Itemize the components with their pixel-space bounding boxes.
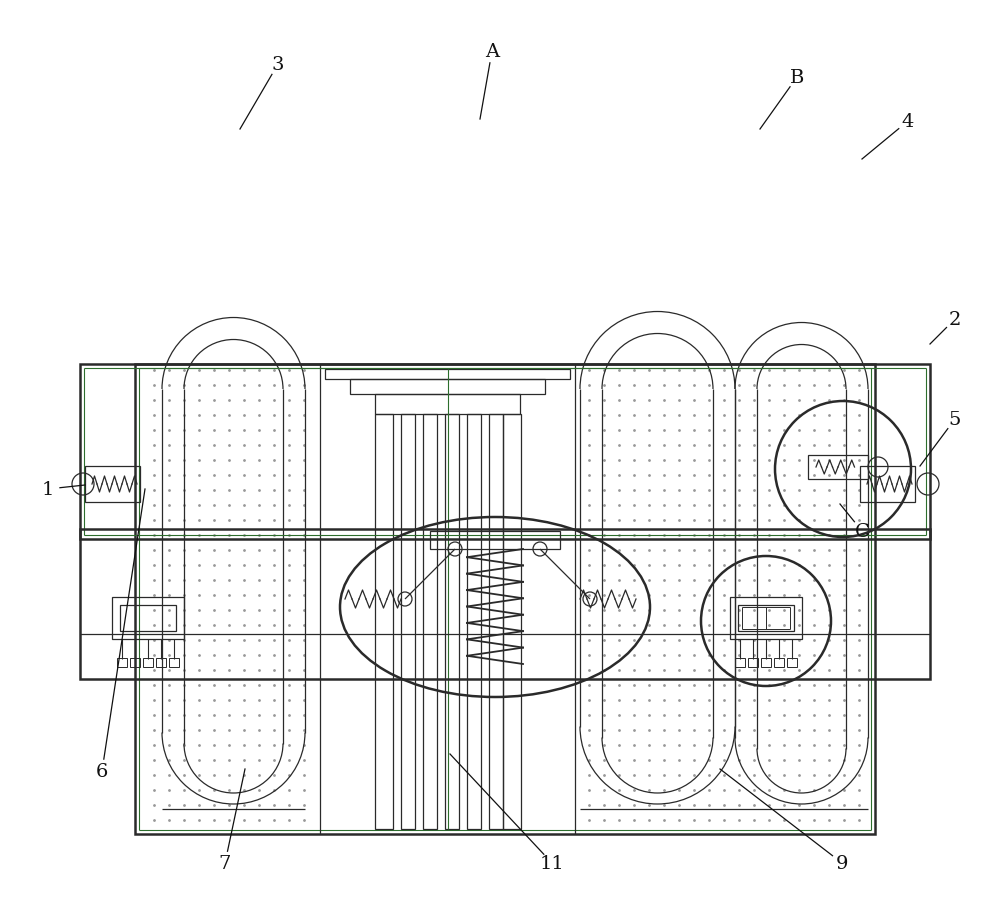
Bar [120, 606, 176, 631]
Bar [738, 606, 794, 631]
Bar [85, 467, 140, 503]
Bar [787, 658, 797, 667]
Bar [489, 414, 503, 829]
Bar [503, 414, 520, 829]
Bar [117, 658, 127, 667]
Bar [375, 394, 520, 414]
Bar [80, 365, 930, 539]
Bar [423, 414, 437, 829]
Bar [169, 658, 179, 667]
Bar [401, 414, 415, 829]
Bar [860, 467, 915, 503]
Text: 2: 2 [949, 311, 961, 329]
Text: 3: 3 [272, 56, 284, 74]
Bar [350, 380, 545, 394]
Text: 1: 1 [42, 481, 54, 498]
Text: 5: 5 [949, 411, 961, 428]
Bar [748, 658, 758, 667]
Bar [735, 658, 745, 667]
Bar [467, 414, 481, 829]
Bar [80, 529, 930, 679]
Bar [143, 658, 153, 667]
Bar [808, 456, 868, 480]
Bar [156, 658, 166, 667]
Text: 11: 11 [540, 854, 564, 872]
Bar [130, 658, 140, 667]
Bar [135, 365, 875, 834]
Bar [375, 414, 393, 829]
Bar [774, 658, 784, 667]
Bar [325, 369, 570, 380]
Text: 4: 4 [902, 113, 914, 130]
Bar [430, 531, 560, 550]
Bar [112, 597, 184, 640]
Text: 6: 6 [96, 762, 108, 780]
Text: 9: 9 [836, 854, 848, 872]
Text: 7: 7 [219, 854, 231, 872]
Bar [730, 597, 802, 640]
Bar [445, 414, 459, 829]
Text: C: C [855, 522, 869, 540]
Bar [761, 658, 771, 667]
Text: B: B [790, 69, 804, 87]
Text: A: A [485, 43, 499, 61]
